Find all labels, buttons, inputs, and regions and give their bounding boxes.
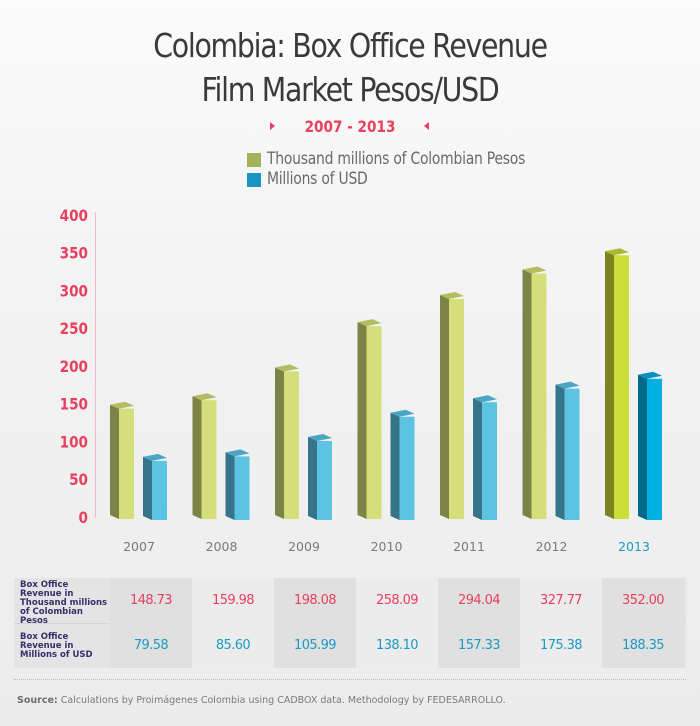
bar-usd-2010-side — [390, 412, 400, 520]
legend-swatch-pesos — [247, 153, 261, 167]
bar-pesos-2008 — [201, 400, 217, 519]
table-cell-usd-2008: 85.60 — [192, 623, 274, 668]
y-tick-label: 200 — [60, 358, 88, 376]
table-cell-usd-2011: 157.33 — [438, 623, 520, 668]
bar-usd-2007 — [152, 460, 167, 520]
table-cell-pesos-2007: 148.73 — [110, 578, 192, 623]
bar-chart: 0 50 100 150 200 250 300 350 400 2007 2008 2009 2010… — [60, 207, 662, 554]
bar-pesos-2007-top — [110, 401, 134, 409]
bar-pesos-2009-top — [275, 364, 299, 372]
table-row-label-pesos: Box Office Revenue in Thousand millions … — [20, 580, 108, 626]
table-row-label-usd: Box Office Revenue in Millions of USD — [20, 632, 93, 660]
bar-usd-2013-top — [638, 371, 662, 379]
bar-pesos-2008-side — [192, 396, 202, 519]
bar-pesos-2013 — [614, 255, 629, 520]
table-row-pesos: Box Office Revenue in Thousand millions … — [14, 578, 686, 626]
x-tick-label: 2009 — [288, 539, 320, 554]
table-cell-pesos-2008: 159.98 — [192, 578, 274, 623]
y-tick-label: 150 — [60, 396, 88, 414]
source-note: Source: Calculations by Proimágenes Colo… — [17, 695, 506, 706]
bar-usd-2008-side — [225, 452, 235, 520]
bar-usd-2011-top — [473, 395, 497, 403]
data-table: Box Office Revenue in Thousand millions … — [14, 578, 686, 668]
x-tick-label: 2011 — [453, 539, 485, 554]
source-text: Calculations by Proimágenes Colombia usi… — [57, 695, 506, 706]
table-cell-pesos-2010: 258.09 — [356, 578, 438, 623]
bar-usd-2011 — [482, 402, 497, 520]
y-tick-label: 350 — [60, 245, 88, 263]
legend-swatch-usd — [247, 173, 261, 187]
bar-pesos-2007 — [119, 408, 134, 519]
chart-title-line-1: Colombia: Box Office Revenue — [153, 26, 548, 65]
divider — [14, 679, 686, 680]
bar-pesos-2013-top — [605, 248, 629, 256]
table-cell-usd-2010: 138.10 — [356, 623, 438, 668]
bar-usd-2008-top — [225, 449, 250, 457]
y-tick-label: 0 — [79, 509, 88, 527]
bar-usd-2012 — [564, 388, 580, 520]
bar-pesos-2011 — [449, 298, 464, 519]
bar-pesos-2012 — [531, 273, 547, 519]
y-tick-label: 400 — [60, 207, 88, 225]
x-tick-label: 2012 — [536, 539, 568, 554]
y-tick-label: 50 — [69, 471, 88, 489]
y-tick-label: 100 — [60, 433, 88, 451]
x-tick-label: 2008 — [206, 539, 238, 554]
x-tick-label: 2010 — [371, 539, 403, 554]
bar-pesos-2009-side — [275, 367, 284, 519]
bar-usd-2007-top — [143, 453, 167, 461]
bar-pesos-2008-top — [192, 393, 217, 401]
bar-usd-2013 — [647, 378, 662, 520]
bar-usd-2011-side — [473, 398, 482, 520]
table-cell-usd-2009: 105.99 — [274, 623, 356, 668]
bar-pesos-2012-side — [522, 269, 532, 519]
arrow-left-icon — [424, 122, 429, 130]
bar-usd-2010-top — [390, 409, 415, 417]
bar-pesos-2013-side — [605, 251, 614, 520]
bar-usd-2010 — [399, 416, 415, 520]
bar-usd-2009 — [317, 440, 332, 520]
x-tick-label: 2013 — [618, 539, 650, 554]
bar-pesos-2009 — [284, 371, 299, 519]
bar-pesos-2011-top — [440, 291, 464, 299]
source-label: Source: — [17, 695, 58, 706]
bar-pesos-2010-top — [357, 319, 382, 327]
bar-pesos-2012-top — [522, 266, 547, 274]
bar-usd-2013-side — [638, 374, 647, 520]
table-cell-usd-2012: 175.38 — [520, 623, 602, 668]
table-cell-pesos-2012: 327.77 — [520, 578, 602, 623]
table-cell-usd-2007: 79.58 — [110, 623, 192, 668]
bar-usd-2008 — [234, 456, 250, 520]
bar-pesos-2010 — [366, 326, 382, 519]
legend-label-usd: Millions of USD — [267, 169, 368, 189]
bar-usd-2009-top — [308, 433, 332, 441]
table-cell-pesos-2011: 294.04 — [438, 578, 520, 623]
bar-pesos-2010-side — [357, 322, 367, 519]
table-row-usd: Box Office Revenue in Millions of USD 79… — [14, 623, 686, 668]
legend-label-pesos: Thousand millions of Colombian Pesos — [267, 149, 526, 169]
chart-title-line-2: Film Market Pesos/USD — [201, 70, 500, 109]
y-tick-label: 300 — [60, 282, 88, 300]
table-cell-pesos-2013: 352.00 — [602, 578, 684, 623]
bar-usd-2012-side — [555, 384, 565, 520]
table-cell-pesos-2009: 198.08 — [274, 578, 356, 623]
table-cell-usd-2013: 188.35 — [602, 623, 684, 668]
arrow-right-icon — [270, 122, 275, 130]
x-tick-label: 2007 — [123, 539, 155, 554]
bar-pesos-2011-side — [440, 294, 449, 519]
bar-pesos-2007-side — [110, 404, 119, 519]
bar-usd-2009-side — [308, 436, 317, 520]
bar-usd-2007-side — [143, 456, 152, 520]
bar-usd-2012-top — [555, 381, 580, 389]
chart-subtitle: 2007 - 2013 — [304, 117, 396, 136]
y-tick-label: 250 — [60, 320, 88, 338]
